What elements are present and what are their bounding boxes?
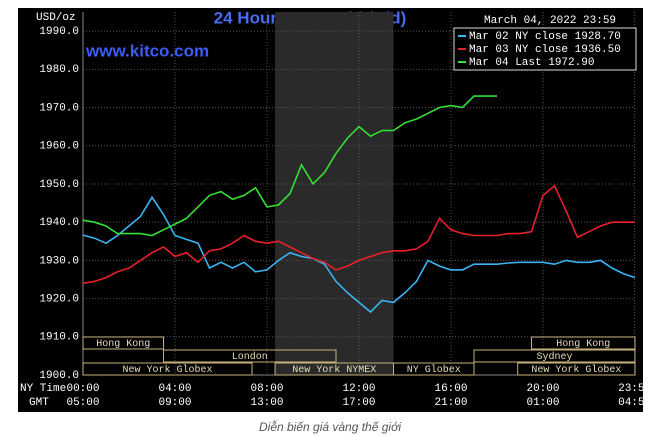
series-line [82, 195, 636, 314]
timestamp: March 04, 2022 23:59 [484, 15, 616, 27]
gmt-tick-label: 21:00 [434, 397, 467, 409]
session-box [517, 362, 636, 376]
gmt-tick-label: 09:00 [158, 397, 191, 409]
y-tick-label: 1970.0 [39, 102, 79, 114]
x-row-label: NY Time [20, 383, 66, 395]
y-tick-label: 1940.0 [39, 217, 79, 229]
legend-label: Mar 04 Last 1972.90 [469, 57, 594, 69]
x-tick-label: 12:00 [342, 383, 375, 395]
session-label: Hong Kong [556, 339, 610, 350]
session-box [82, 362, 253, 376]
session-label: Hong Kong [96, 339, 150, 350]
session-box [163, 349, 337, 363]
y-tick-label: 1960.0 [39, 141, 79, 153]
session-label: London [232, 351, 268, 363]
gmt-tick-label: 05:00 [66, 397, 99, 409]
x-tick-label: 20:00 [526, 383, 559, 395]
x-tick-label: 08:00 [250, 383, 283, 395]
gmt-tick-label: 13:00 [250, 397, 283, 409]
session-box [473, 349, 636, 363]
y-tick-label: 1920.0 [39, 293, 79, 305]
y-tick-label: 1980.0 [39, 64, 79, 76]
watermark: www.kitco.com [85, 41, 209, 60]
x-tick-label: 23:59 [618, 383, 651, 395]
session-box [393, 362, 475, 376]
y-tick-label: 1990.0 [39, 26, 79, 38]
session-box [531, 336, 636, 350]
session-label: New York Globex [123, 364, 213, 376]
session-label: NY Globex [407, 364, 461, 376]
session-label: New York Globex [531, 364, 621, 376]
y-tick-label: 1900.0 [39, 370, 79, 382]
gmt-tick-label: 01:00 [526, 397, 559, 409]
gmt-tick-label: 17:00 [342, 397, 375, 409]
x-tick-label: 16:00 [434, 383, 467, 395]
x-tick-label: 00:00 [66, 383, 99, 395]
gmt-tick-label: 04:59 [618, 397, 651, 409]
y-unit-label: USD/oz [36, 12, 76, 24]
y-tick-label: 1910.0 [39, 332, 79, 344]
y-tick-label: 1950.0 [39, 179, 79, 191]
session-box [82, 336, 164, 350]
legend-label: Mar 02 NY close 1928.70 [469, 31, 621, 43]
session-label: New York NYMEX [292, 364, 376, 376]
y-tick-label: 1930.0 [39, 255, 79, 267]
legend-label: Mar 03 NY close 1936.50 [469, 44, 621, 56]
x-row-label: GMT [29, 397, 49, 409]
legend-box [453, 27, 637, 71]
series-line [82, 95, 497, 237]
series-line [82, 184, 635, 285]
session-label: Sydney [536, 351, 572, 363]
caption: Diễn biến giá vàng thế giới [259, 419, 401, 434]
session-shade [275, 12, 394, 375]
x-tick-label: 04:00 [158, 383, 191, 395]
